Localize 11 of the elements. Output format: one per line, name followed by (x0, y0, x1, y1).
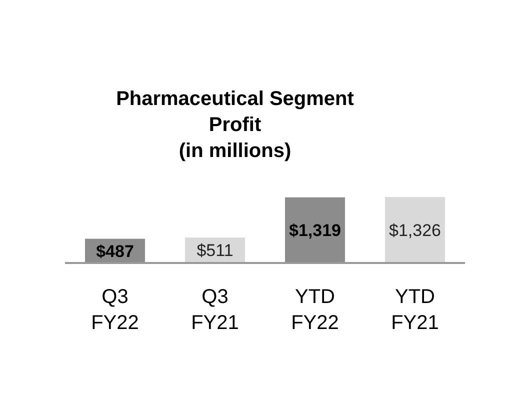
data-label: $511 (196, 241, 234, 260)
x-tick-label: Q3 FY22 (91, 286, 139, 334)
data-label: $487 (96, 242, 134, 261)
data-label: $1,319 (289, 221, 341, 240)
data-label: $1,326 (389, 220, 441, 240)
x-tick-label: Q3 FY21 (191, 286, 239, 334)
bar (285, 197, 345, 263)
x-tick-label: YTD FY21 (391, 286, 439, 334)
x-tick-label: YTD FY22 (291, 286, 339, 334)
bar (385, 197, 445, 263)
chart-title: Pharmaceutical Segment Profit (in millions) (116, 88, 354, 162)
